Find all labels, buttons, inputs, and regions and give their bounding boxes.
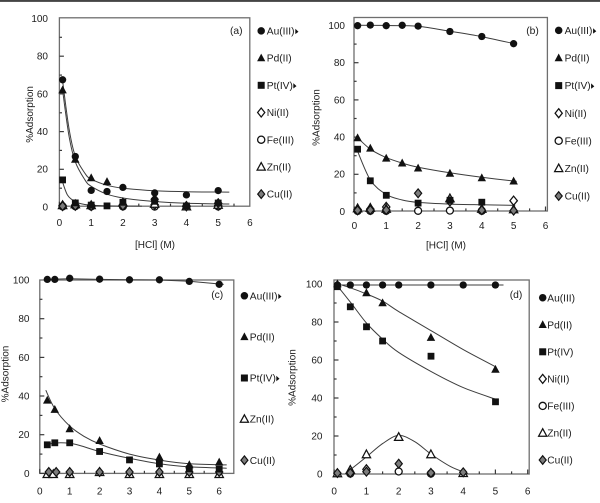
svg-text:Zn(II): Zn(II) [250, 415, 274, 426]
svg-text:20: 20 [37, 165, 49, 176]
svg-text:5: 5 [511, 221, 517, 232]
svg-text:60: 60 [18, 353, 30, 364]
svg-text:2: 2 [120, 218, 126, 229]
svg-text:Au(III): Au(III) [250, 291, 278, 302]
svg-text:(c): (c) [211, 290, 223, 301]
svg-text:Ni(II): Ni(II) [267, 108, 289, 119]
svg-text:(a): (a) [230, 26, 243, 37]
svg-text:Fe(III): Fe(III) [267, 135, 294, 146]
svg-text:60: 60 [334, 95, 346, 106]
svg-text:4: 4 [157, 486, 163, 497]
svg-text:3: 3 [428, 486, 434, 497]
svg-text:60: 60 [311, 355, 323, 366]
svg-text:1: 1 [383, 221, 389, 232]
svg-text:Zn(II): Zn(II) [267, 163, 291, 174]
svg-text:Au(III): Au(III) [547, 293, 575, 304]
svg-text:20: 20 [18, 430, 30, 441]
svg-text:Cu(II): Cu(II) [250, 456, 275, 467]
svg-text:(d): (d) [510, 290, 523, 301]
svg-text:Pd(II): Pd(II) [250, 333, 275, 344]
svg-text:1: 1 [364, 486, 370, 497]
svg-text:Pt(IV): Pt(IV) [547, 347, 573, 358]
svg-text:%Adsorption: %Adsorption [1, 346, 12, 403]
svg-text:6: 6 [216, 486, 222, 497]
svg-text:Pd(II): Pd(II) [547, 320, 572, 331]
svg-text:100: 100 [306, 279, 323, 290]
svg-text:40: 40 [334, 133, 346, 144]
svg-text:Au(III): Au(III) [565, 26, 593, 37]
svg-text:Fe(III): Fe(III) [565, 136, 592, 147]
svg-text:%Adsorption: %Adsorption [25, 86, 36, 143]
svg-text:0: 0 [331, 486, 337, 497]
svg-text:20: 20 [334, 170, 346, 181]
svg-text:4: 4 [460, 486, 466, 497]
svg-text:3: 3 [127, 486, 133, 497]
svg-text:0: 0 [24, 469, 30, 480]
svg-text:80: 80 [37, 52, 49, 63]
svg-text:80: 80 [334, 58, 346, 69]
svg-text:100: 100 [328, 21, 345, 32]
svg-text:Zn(II): Zn(II) [547, 429, 571, 440]
svg-text:80: 80 [18, 314, 30, 325]
svg-text:Cu(II): Cu(II) [267, 190, 292, 201]
svg-text:(b): (b) [526, 26, 539, 37]
svg-text:0: 0 [42, 202, 48, 213]
svg-text:Pt(IV): Pt(IV) [565, 81, 591, 92]
svg-text:4: 4 [184, 218, 190, 229]
svg-text:1: 1 [67, 486, 73, 497]
svg-text:Pd(II): Pd(II) [267, 54, 292, 65]
svg-text:Ni(II): Ni(II) [547, 375, 569, 386]
svg-text:5: 5 [187, 486, 193, 497]
svg-text:2: 2 [415, 221, 421, 232]
svg-text:Fe(III): Fe(III) [547, 402, 574, 413]
svg-text:1: 1 [88, 218, 94, 229]
svg-text:100: 100 [13, 275, 30, 286]
svg-text:3: 3 [152, 218, 158, 229]
svg-text:[HCl] (M): [HCl] (M) [135, 240, 175, 251]
svg-text:2: 2 [396, 486, 402, 497]
svg-text:60: 60 [37, 89, 49, 100]
svg-text:3: 3 [447, 221, 453, 232]
svg-text:0: 0 [339, 207, 345, 218]
svg-text:80: 80 [311, 317, 323, 328]
svg-text:0: 0 [317, 469, 323, 480]
svg-text:100: 100 [31, 14, 48, 25]
svg-text:20: 20 [311, 431, 323, 442]
svg-text:0: 0 [37, 486, 43, 497]
svg-text:0: 0 [352, 221, 358, 232]
svg-text:[HCl] (M): [HCl] (M) [426, 241, 466, 252]
svg-text:Au(III): Au(III) [267, 27, 295, 38]
svg-text:Pd(II): Pd(II) [565, 54, 590, 65]
svg-text:Pt(IV): Pt(IV) [267, 81, 293, 92]
svg-text:6: 6 [543, 221, 549, 232]
svg-text:40: 40 [311, 393, 323, 404]
svg-text:2: 2 [97, 486, 103, 497]
svg-text:40: 40 [37, 127, 49, 138]
svg-text:5: 5 [215, 218, 221, 229]
svg-text:5: 5 [493, 486, 499, 497]
svg-text:Cu(II): Cu(II) [547, 456, 572, 467]
svg-text:4: 4 [479, 221, 485, 232]
svg-text:Cu(II): Cu(II) [565, 192, 590, 203]
svg-text:Zn(II): Zn(II) [565, 164, 589, 175]
svg-text:Pt(IV): Pt(IV) [250, 374, 276, 385]
svg-text:6: 6 [525, 486, 531, 497]
svg-text:0: 0 [57, 218, 63, 229]
svg-text:%Adsorption: %Adsorption [288, 349, 299, 406]
svg-text:Ni(II): Ni(II) [565, 109, 587, 120]
svg-text:40: 40 [18, 391, 30, 402]
svg-text:%Adsorption: %Adsorption [311, 89, 322, 146]
svg-text:6: 6 [247, 218, 253, 229]
